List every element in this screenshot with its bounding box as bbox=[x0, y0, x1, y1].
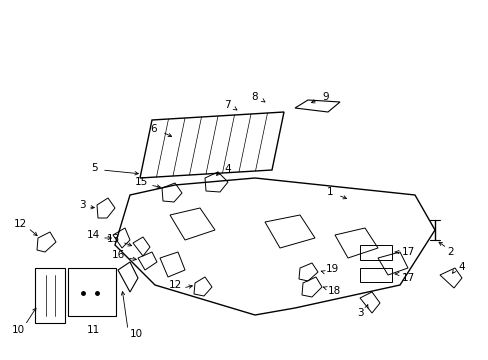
Text: 18: 18 bbox=[326, 286, 340, 296]
Text: 5: 5 bbox=[90, 163, 97, 173]
Text: 10: 10 bbox=[11, 325, 24, 335]
Text: 7: 7 bbox=[223, 100, 230, 110]
Text: 1: 1 bbox=[326, 187, 333, 197]
Text: 12: 12 bbox=[168, 280, 181, 290]
Text: 2: 2 bbox=[447, 247, 453, 257]
Text: 9: 9 bbox=[322, 92, 328, 102]
Text: 4: 4 bbox=[458, 262, 465, 272]
Text: 10: 10 bbox=[129, 329, 142, 339]
Text: 3: 3 bbox=[356, 308, 363, 318]
Text: 6: 6 bbox=[150, 124, 157, 134]
Text: 8: 8 bbox=[251, 92, 258, 102]
Text: 3: 3 bbox=[79, 200, 85, 210]
Text: 14: 14 bbox=[86, 230, 100, 240]
Text: 17: 17 bbox=[401, 273, 414, 283]
Text: 16: 16 bbox=[111, 250, 124, 260]
Text: 19: 19 bbox=[325, 264, 338, 274]
Text: 17: 17 bbox=[401, 247, 414, 257]
Bar bbox=[35, 268, 65, 323]
Text: 11: 11 bbox=[86, 325, 100, 335]
Text: 13: 13 bbox=[106, 234, 120, 244]
Bar bbox=[68, 268, 116, 316]
Text: 4: 4 bbox=[224, 164, 231, 174]
Text: 15: 15 bbox=[134, 177, 147, 187]
Text: 12: 12 bbox=[13, 219, 26, 229]
